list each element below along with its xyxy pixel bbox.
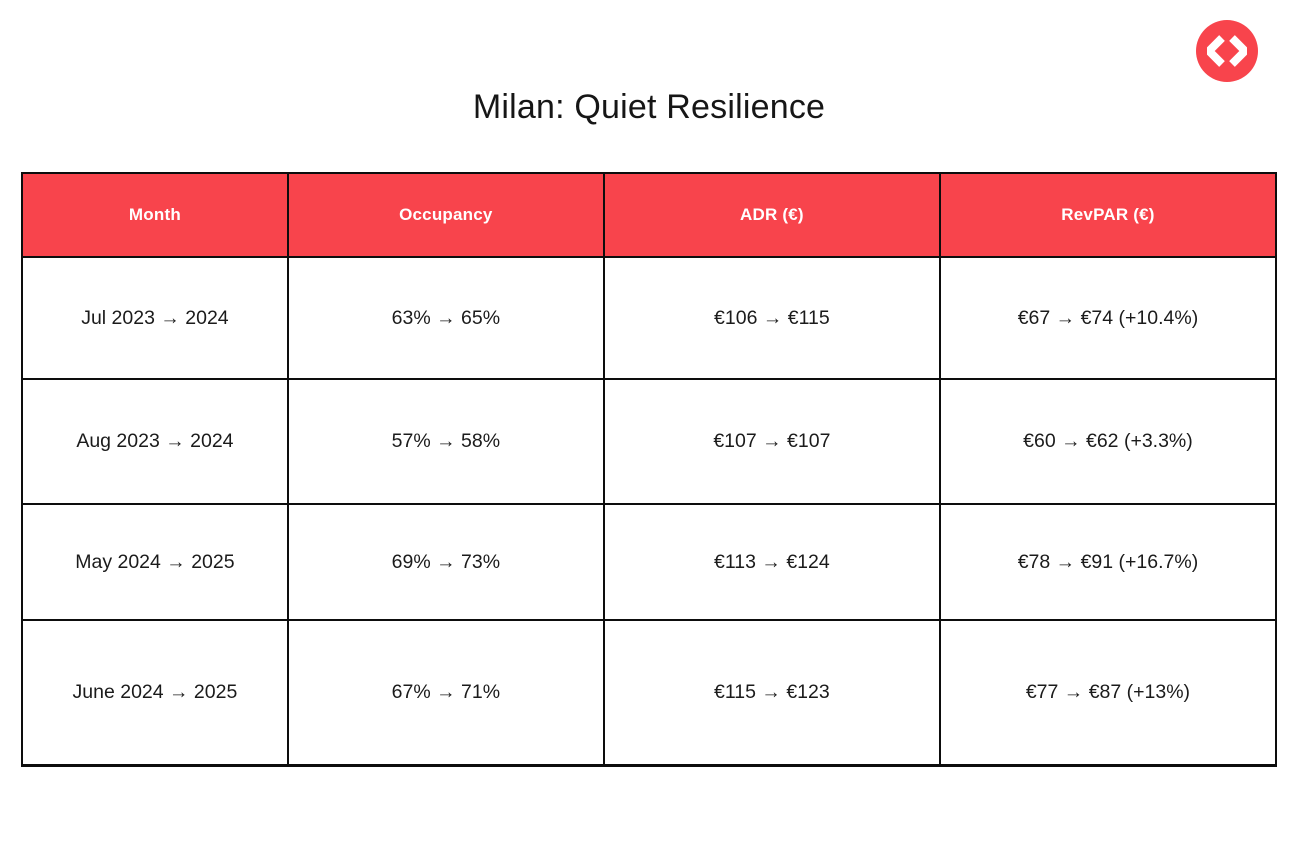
cell-revpar: €77 → €87 (+13%)	[938, 619, 1278, 766]
column-header-adr: ADR (€)	[602, 172, 941, 258]
brand-logo	[1196, 20, 1258, 82]
header-row: Month Occupancy ADR (€) RevPAR (€)	[21, 172, 1278, 258]
cell-revpar: €67 → €74 (+10.4%)	[938, 256, 1278, 380]
column-header-occupancy: Occupancy	[286, 172, 605, 258]
cell-month: June 2024 → 2025	[21, 619, 289, 766]
cell-revpar: €78 → €91 (+16.7%)	[938, 503, 1278, 621]
page-title: Milan: Quiet Resilience	[472, 88, 826, 126]
column-header-revpar: RevPAR (€)	[938, 172, 1278, 258]
cell-occupancy: 69% → 73%	[286, 503, 605, 621]
table-header: Month Occupancy ADR (€) RevPAR (€)	[21, 172, 1278, 258]
table-row: June 2024 → 2025 67% → 71% €115 → €123 €…	[21, 619, 1278, 766]
cell-month: Jul 2023 → 2024	[21, 256, 289, 380]
cell-adr: €113 → €124	[602, 503, 941, 621]
data-table: Month Occupancy ADR (€) RevPAR (€) Jul 2…	[21, 172, 1278, 767]
cell-revpar: €60 → €62 (+3.3%)	[938, 378, 1278, 505]
cell-adr: €107 → €107	[602, 378, 941, 505]
cell-adr: €115 → €123	[602, 619, 941, 766]
code-chevrons-icon	[1207, 35, 1247, 67]
table-row: May 2024 → 2025 69% → 73% €113 → €124 €7…	[21, 503, 1278, 621]
cell-month: May 2024 → 2025	[21, 503, 289, 621]
table-body: Jul 2023 → 2024 63% → 65% €106 → €115 €6…	[21, 256, 1278, 766]
table-row: Jul 2023 → 2024 63% → 65% €106 → €115 €6…	[21, 256, 1278, 380]
cell-adr: €106 → €115	[602, 256, 941, 380]
column-header-month: Month	[21, 172, 289, 258]
table-row: Aug 2023 → 2024 57% → 58% €107 → €107 €6…	[21, 378, 1278, 505]
cell-occupancy: 63% → 65%	[286, 256, 605, 380]
cell-occupancy: 67% → 71%	[286, 619, 605, 766]
cell-month: Aug 2023 → 2024	[21, 378, 289, 505]
cell-occupancy: 57% → 58%	[286, 378, 605, 505]
